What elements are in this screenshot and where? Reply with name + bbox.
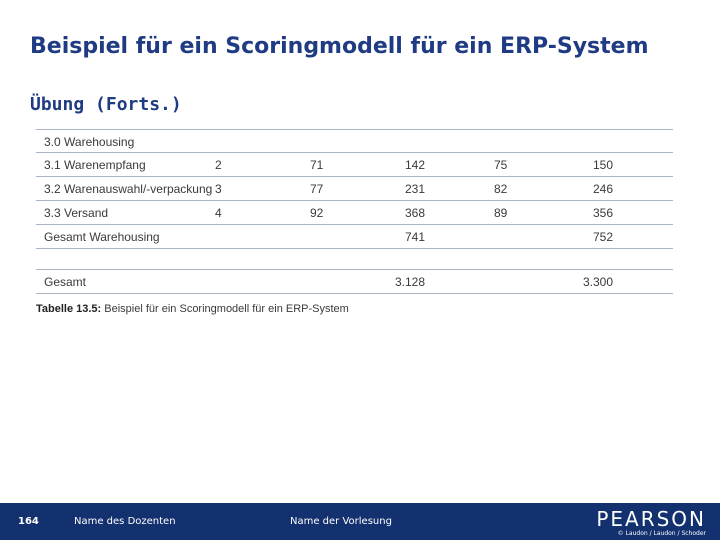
page-number: 164 [18,516,39,527]
scoring-table: 3.0 Warehousing 3.1 Warenempfang 2 71 14… [36,129,673,294]
table-spacer-row [36,249,673,270]
table-cell: 89 [494,206,508,220]
table-cell: 4 [215,206,222,220]
table-cell: 3 [215,182,222,196]
table-cell: 246 [592,182,613,196]
table-cell: 82 [494,182,508,196]
table-row: 3.1 Warenempfang 2 71 142 75 150 [36,153,673,177]
table-cell: 3.300 [582,275,613,289]
table-row: 3.0 Warehousing [36,129,673,153]
table-cell: 92 [310,206,324,220]
table-cell: 3.128 [394,275,425,289]
slide-title: Beispiel für ein Scoringmodell für ein E… [30,34,649,59]
table-caption: Tabelle 13.5: Beispiel für ein Scoringmo… [36,303,349,315]
table-row: 3.2 Warenauswahl/-verpackung 3 77 231 82… [36,177,673,201]
table-cell: 3.1 Warenempfang [44,158,146,172]
table-cell: 752 [592,230,613,244]
lecture-name: Name der Vorlesung [290,516,392,527]
table-cell: Gesamt Warehousing [44,230,160,244]
table-cell: 741 [404,230,425,244]
table-cell: 2 [215,158,222,172]
caption-label: Tabelle 13.5: [36,303,102,315]
table-cell: 3.0 Warehousing [44,135,135,149]
pearson-logo: PEARSON [596,507,706,531]
table-cell: 142 [404,158,425,172]
table-row: Gesamt Warehousing 741 752 [36,225,673,249]
slide-subtitle: Übung (Forts.) [30,94,182,115]
table-cell: 75 [494,158,508,172]
lecturer-name: Name des Dozenten [74,516,176,527]
table-cell: 3.3 Versand [44,206,109,220]
table-cell: 71 [310,158,324,172]
caption-text: Beispiel für ein Scoringmodell für ein E… [101,303,349,315]
table-cell: 77 [310,182,324,196]
table-cell: 356 [592,206,613,220]
table-cell: Gesamt [44,275,87,289]
copyright-note: © Laudon / Laudon / Schoder [617,530,706,537]
footer-bar: 164 Name des Dozenten Name der Vorlesung… [0,503,720,540]
table-cell: 3.2 Warenauswahl/-verpackung [44,182,213,196]
table-total-row: Gesamt 3.128 3.300 [36,270,673,294]
table-cell: 150 [592,158,613,172]
table-cell: 368 [404,206,425,220]
table-row: 3.3 Versand 4 92 368 89 356 [36,201,673,225]
table-cell: 231 [404,182,425,196]
